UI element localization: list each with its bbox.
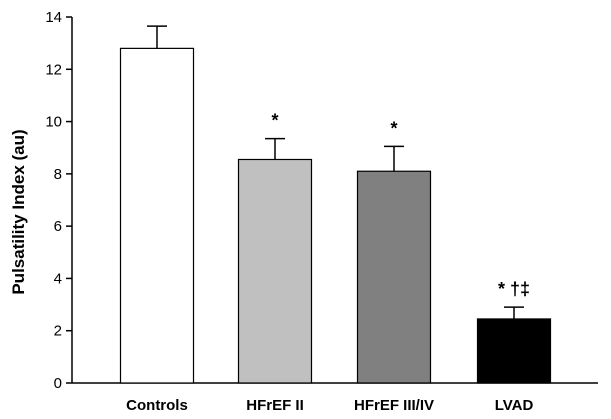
labels: Controls * HFrEF II * HFrEF III/IV * †‡ LVAD <box>126 111 533 414</box>
y-tick-label: 0 <box>54 375 62 392</box>
y-tick-label: 6 <box>54 218 62 235</box>
significance-label: * †‡ <box>498 279 530 299</box>
y-axis-title: Pulsatility Index (au) <box>9 129 28 294</box>
significance-label: * <box>271 111 278 131</box>
x-tick-label: LVAD <box>495 397 534 414</box>
significance-label: * <box>390 118 397 138</box>
x-tick-label: Controls <box>126 397 188 414</box>
x-tick-label: HFrEF II <box>246 397 304 414</box>
y-tick-label: 14 <box>45 9 62 26</box>
bar-hfref-iii-iv <box>356 170 432 384</box>
bars <box>119 25 552 384</box>
x-tick-label: HFrEF III/IV <box>354 397 434 414</box>
bar-lvad <box>476 318 552 384</box>
bar-hfref-ii <box>237 158 313 384</box>
y-tick-label: 2 <box>54 323 62 340</box>
y-tick-label: 8 <box>54 166 62 183</box>
y-tick-label: 4 <box>54 270 62 287</box>
y-tick-label: 10 <box>45 114 62 131</box>
bar-controls <box>119 47 195 384</box>
y-tick-label: 12 <box>45 61 62 78</box>
